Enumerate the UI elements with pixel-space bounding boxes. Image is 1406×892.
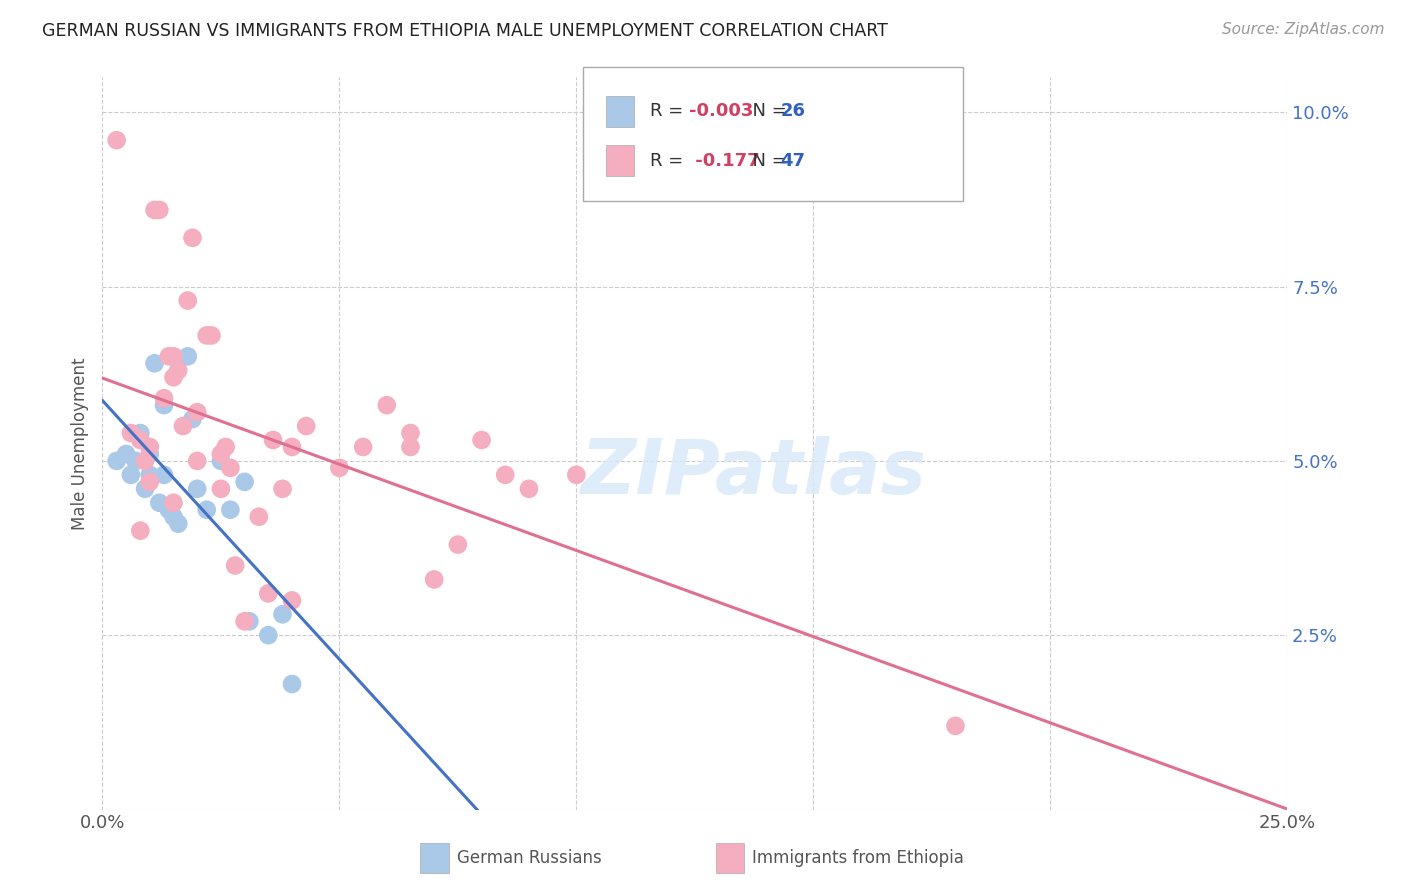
Point bbox=[148, 496, 170, 510]
Point bbox=[139, 447, 162, 461]
Point bbox=[139, 467, 162, 482]
Point bbox=[257, 628, 280, 642]
Point bbox=[139, 475, 162, 489]
Point bbox=[172, 419, 194, 434]
Point bbox=[565, 467, 588, 482]
Point bbox=[134, 454, 156, 468]
Text: -0.003: -0.003 bbox=[689, 103, 754, 120]
Point bbox=[157, 349, 180, 363]
Point bbox=[162, 509, 184, 524]
Point bbox=[209, 447, 232, 461]
Point bbox=[375, 398, 398, 412]
Point bbox=[238, 615, 260, 629]
Point bbox=[162, 349, 184, 363]
Point bbox=[281, 593, 304, 607]
Text: R =: R = bbox=[650, 152, 689, 169]
Point bbox=[124, 454, 146, 468]
Point bbox=[162, 496, 184, 510]
Point bbox=[233, 615, 256, 629]
Point bbox=[181, 231, 204, 245]
Point bbox=[186, 405, 208, 419]
Text: -0.177: -0.177 bbox=[689, 152, 759, 169]
Point bbox=[233, 475, 256, 489]
Point bbox=[129, 433, 152, 447]
Point bbox=[177, 349, 200, 363]
Point bbox=[945, 719, 967, 733]
Point bbox=[399, 425, 422, 440]
Point bbox=[423, 573, 446, 587]
Point bbox=[162, 370, 184, 384]
Point bbox=[153, 391, 176, 405]
Point bbox=[115, 447, 138, 461]
Point bbox=[517, 482, 540, 496]
Point bbox=[209, 454, 232, 468]
Point bbox=[328, 461, 350, 475]
Text: N =: N = bbox=[741, 103, 793, 120]
Point bbox=[139, 440, 162, 454]
Point bbox=[271, 482, 294, 496]
Point bbox=[195, 328, 218, 343]
Point bbox=[177, 293, 200, 308]
Point bbox=[214, 440, 236, 454]
Point bbox=[186, 454, 208, 468]
Text: Immigrants from Ethiopia: Immigrants from Ethiopia bbox=[752, 849, 965, 867]
Point bbox=[447, 538, 470, 552]
Point bbox=[105, 454, 128, 468]
Point bbox=[247, 509, 270, 524]
Point bbox=[494, 467, 516, 482]
Point bbox=[186, 482, 208, 496]
Point bbox=[271, 607, 294, 622]
Text: GERMAN RUSSIAN VS IMMIGRANTS FROM ETHIOPIA MALE UNEMPLOYMENT CORRELATION CHART: GERMAN RUSSIAN VS IMMIGRANTS FROM ETHIOP… bbox=[42, 22, 889, 40]
Point bbox=[143, 356, 166, 370]
Point bbox=[167, 363, 190, 377]
Point bbox=[224, 558, 246, 573]
Point bbox=[105, 133, 128, 147]
Text: German Russians: German Russians bbox=[457, 849, 602, 867]
Point bbox=[399, 440, 422, 454]
Text: N =: N = bbox=[741, 152, 793, 169]
Point bbox=[153, 467, 176, 482]
Point bbox=[129, 524, 152, 538]
Point bbox=[120, 467, 142, 482]
Point bbox=[200, 328, 222, 343]
Text: ZIPatlas: ZIPatlas bbox=[581, 436, 927, 509]
Point bbox=[143, 202, 166, 217]
Point bbox=[281, 440, 304, 454]
Point bbox=[167, 516, 190, 531]
Point bbox=[262, 433, 284, 447]
Point bbox=[209, 482, 232, 496]
Point bbox=[352, 440, 374, 454]
Point bbox=[157, 502, 180, 516]
Point bbox=[281, 677, 304, 691]
Point bbox=[195, 502, 218, 516]
Y-axis label: Male Unemployment: Male Unemployment bbox=[72, 357, 89, 530]
Point bbox=[257, 586, 280, 600]
Point bbox=[471, 433, 494, 447]
Point bbox=[295, 419, 318, 434]
Text: Source: ZipAtlas.com: Source: ZipAtlas.com bbox=[1222, 22, 1385, 37]
Point bbox=[129, 425, 152, 440]
Text: 47: 47 bbox=[780, 152, 806, 169]
Text: 26: 26 bbox=[780, 103, 806, 120]
Point bbox=[219, 502, 242, 516]
Point bbox=[148, 202, 170, 217]
Point bbox=[153, 398, 176, 412]
Point bbox=[181, 412, 204, 426]
Point bbox=[120, 425, 142, 440]
Text: R =: R = bbox=[650, 103, 689, 120]
Point bbox=[219, 461, 242, 475]
Point bbox=[134, 482, 156, 496]
